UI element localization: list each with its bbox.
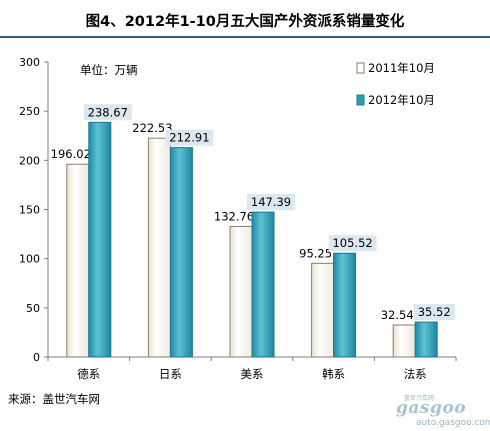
x-tick-label: 法系 (404, 367, 427, 381)
y-tick-label: 250 (19, 105, 40, 118)
data-label-bg (328, 235, 377, 252)
x-tick-label: 韩系 (322, 367, 345, 381)
data-label: 238.67 (88, 105, 128, 119)
data-label: 147.39 (251, 195, 291, 209)
legend-label: 2012年10月 (368, 93, 435, 107)
unit-label: 单位：万辆 (80, 63, 138, 77)
data-label-bg (83, 104, 132, 121)
data-label: 212.91 (169, 131, 209, 145)
data-label: 105.52 (332, 236, 372, 250)
title-divider (0, 36, 490, 38)
data-label: 32.54 (381, 308, 414, 322)
bar-series1 (392, 324, 416, 358)
bar-series2 (251, 211, 275, 358)
x-tick-label: 美系 (241, 367, 264, 381)
bar-series2 (414, 321, 438, 358)
chart-title: 图4、2012年1-10月五大国产外资派系销量变化 (85, 14, 405, 30)
x-tick-label: 德系 (77, 367, 100, 381)
logo-cn-text: 盖世汽车网 (404, 395, 435, 402)
bar-series2 (169, 147, 193, 358)
y-tick-label: 150 (19, 204, 40, 217)
data-label-bg (413, 304, 455, 321)
data-label: 132.76 (214, 209, 254, 223)
bar-series2 (88, 121, 112, 358)
data-label-bg (165, 129, 214, 146)
legend-swatch (356, 62, 365, 74)
legend-swatch (356, 94, 365, 106)
bar-series1 (311, 262, 335, 358)
logo-site-text: auto.gasgoo.com (416, 418, 490, 428)
y-tick-label: 50 (26, 302, 40, 315)
y-tick-label: 0 (33, 351, 40, 364)
bar-series1 (229, 225, 253, 358)
bar-series1 (147, 137, 171, 358)
data-label-bg (247, 194, 295, 211)
gasgoo-logo: 盖世汽车网 gasgoo auto.gasgoo.com (388, 392, 490, 428)
x-tick-label: 日系 (159, 367, 182, 381)
legend-label: 2011年10月 (368, 61, 435, 75)
y-tick-label: 300 (19, 56, 40, 69)
bar-series2 (333, 252, 357, 358)
bar-series1 (66, 163, 90, 358)
y-tick-label: 100 (19, 253, 40, 266)
data-label: 196.02 (51, 147, 91, 161)
data-label: 222.53 (132, 121, 172, 135)
source-note: 来源：盖世汽车网 (8, 392, 100, 406)
data-label: 95.25 (299, 246, 332, 260)
logo-brand-text: gasgoo (396, 398, 467, 418)
y-tick-label: 200 (19, 154, 40, 167)
data-label: 35.52 (418, 305, 451, 319)
